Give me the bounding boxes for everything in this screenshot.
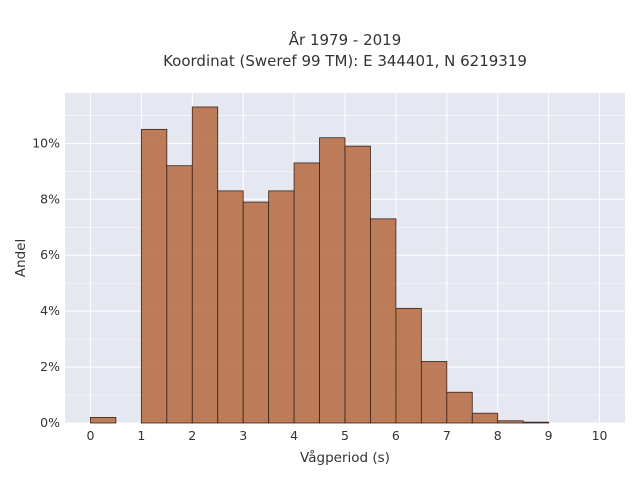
x-tick-label: 3: [239, 428, 247, 443]
x-tick-label: 7: [443, 428, 451, 443]
histogram-bar: [420, 361, 448, 424]
y-tick-label: 2%: [40, 359, 60, 374]
histogram-bar: [166, 165, 193, 424]
x-tick-label: 1: [137, 428, 145, 443]
chart-title-line-2: Koordinat (Sweref 99 TM): E 344401, N 62…: [163, 52, 527, 70]
y-tick-label: 0%: [40, 415, 60, 430]
histogram-bar: [319, 137, 346, 424]
x-tick-labels: 0 1 2 3 4 5 6 7 8 9 10: [86, 428, 607, 443]
histogram-bar: [217, 190, 244, 424]
chart-title-line-1: År 1979 - 2019: [289, 30, 402, 49]
histogram-bar: [471, 412, 499, 424]
histogram-bar: [446, 391, 473, 424]
x-tick-label: 10: [592, 428, 608, 443]
x-tick-label: 8: [494, 428, 502, 443]
y-axis-label: Andel: [13, 239, 29, 277]
histogram-bar: [522, 421, 550, 424]
histogram-bar: [370, 218, 397, 424]
histogram-bar: [344, 145, 371, 424]
y-tick-label: 8%: [40, 191, 60, 206]
x-tick-label: 9: [545, 428, 553, 443]
histogram-bar: [90, 417, 117, 424]
histogram-bar: [293, 162, 320, 424]
y-tick-label: 10%: [32, 135, 60, 150]
x-tick-label: 4: [290, 428, 298, 443]
histogram-bar: [395, 307, 422, 424]
x-tick-label: 5: [341, 428, 349, 443]
histogram-bar: [242, 201, 270, 424]
histogram-bar: [497, 420, 524, 424]
y-tick-label: 4%: [40, 303, 60, 318]
y-tick-label: 6%: [40, 247, 60, 262]
bars: [90, 106, 550, 424]
x-axis-label: Vågperiod (s): [300, 449, 390, 466]
histogram-bar: [191, 106, 219, 424]
x-tick-label: 0: [86, 428, 94, 443]
histogram-bar: [268, 190, 295, 424]
y-tick-labels: 0% 2% 4% 6% 8% 10%: [32, 135, 60, 430]
histogram-bar: [140, 128, 168, 424]
x-tick-label: 6: [392, 428, 400, 443]
x-tick-label: 2: [188, 428, 196, 443]
